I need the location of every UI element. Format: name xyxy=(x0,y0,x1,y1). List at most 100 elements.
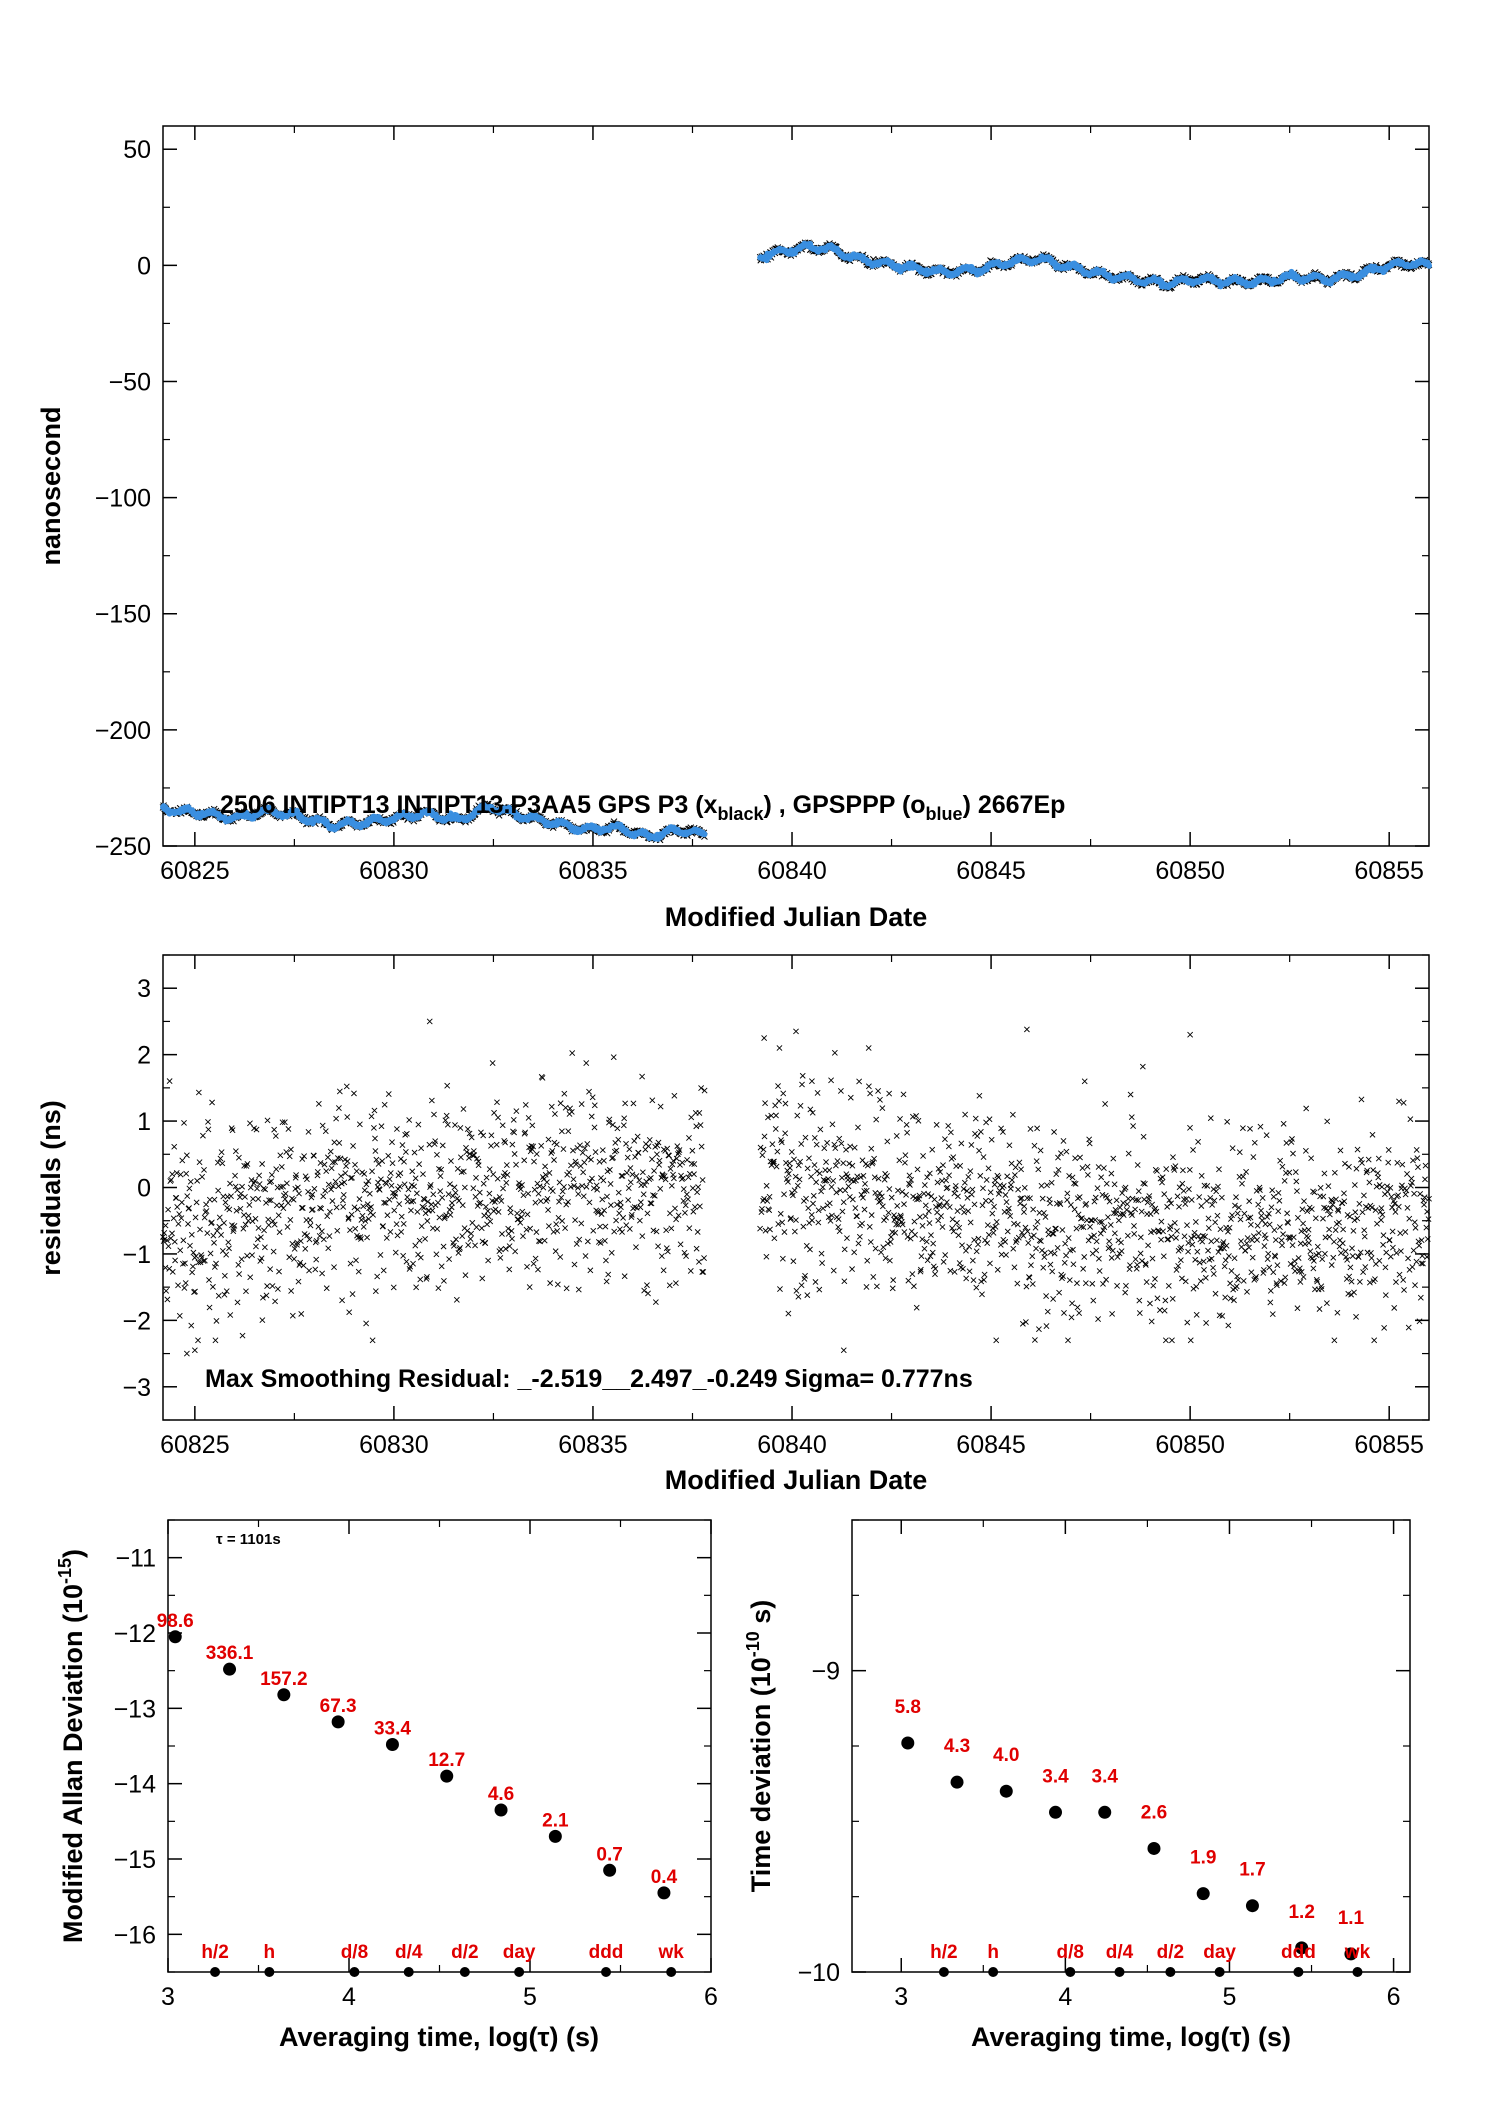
residual-point xyxy=(434,1151,440,1158)
residual-point xyxy=(673,1155,680,1162)
residual-point xyxy=(495,1114,501,1121)
residual-point xyxy=(692,1204,698,1210)
residual-point xyxy=(372,1288,379,1295)
residual-point xyxy=(437,1173,444,1179)
residual-point xyxy=(209,1283,216,1290)
residual-point xyxy=(377,1176,384,1183)
residual-point xyxy=(468,1230,475,1237)
residual-point xyxy=(236,1271,243,1277)
residual-point xyxy=(181,1119,187,1126)
residual-point xyxy=(620,1214,627,1221)
residual-point xyxy=(234,1299,241,1306)
residual-point xyxy=(276,1229,283,1236)
residual-point xyxy=(666,1282,673,1289)
residual-point xyxy=(502,1245,509,1252)
residual-point xyxy=(588,1156,594,1163)
residual-point xyxy=(223,1251,230,1258)
residual-point xyxy=(259,1161,266,1167)
residual-point xyxy=(184,1193,191,1200)
residual-point xyxy=(235,1261,242,1268)
residual-point xyxy=(570,1147,576,1154)
residual-point xyxy=(319,1122,326,1129)
residual-point xyxy=(393,1126,400,1132)
residual-point xyxy=(586,1088,592,1095)
residual-point xyxy=(485,1213,492,1220)
residual-point xyxy=(398,1213,405,1220)
residual-point xyxy=(476,1189,483,1196)
residual-point xyxy=(420,1171,426,1178)
residual-point xyxy=(289,1312,296,1319)
residual-point xyxy=(245,1212,252,1219)
residual-point xyxy=(188,1231,195,1238)
residual-point xyxy=(413,1284,420,1291)
residual-point xyxy=(682,1209,688,1216)
residuals-xtick-label: 60845 xyxy=(956,1431,1026,1459)
residual-point xyxy=(438,1263,445,1270)
residual-point xyxy=(169,1171,176,1178)
residual-point xyxy=(655,1243,661,1250)
residual-point xyxy=(607,1202,614,1209)
residual-point xyxy=(554,1228,561,1234)
residual-point xyxy=(651,1167,658,1174)
residual-point xyxy=(657,1103,664,1110)
residual-point xyxy=(693,1123,700,1130)
residual-point xyxy=(301,1153,308,1160)
residual-point xyxy=(542,1163,549,1170)
residual-point xyxy=(244,1252,251,1259)
residual-point xyxy=(525,1190,532,1197)
residual-point xyxy=(316,1233,323,1239)
residual-point xyxy=(459,1233,466,1239)
residual-point xyxy=(192,1214,199,1221)
offset-ytick-label: −150 xyxy=(95,601,151,629)
residual-point xyxy=(175,1220,182,1227)
residuals-xtick-label: 60840 xyxy=(757,1431,827,1459)
offset-xtick-label: 60855 xyxy=(1354,857,1424,885)
residual-point xyxy=(400,1220,407,1227)
residual-point xyxy=(757,1144,764,1151)
residuals-ytick-label: 3 xyxy=(137,975,151,1003)
residual-point xyxy=(183,1170,190,1177)
annotation-tail: ) 2667Ep xyxy=(963,791,1066,819)
residual-point xyxy=(339,1297,346,1304)
residuals-ytick-label: −2 xyxy=(122,1307,151,1335)
residual-point xyxy=(695,1184,702,1190)
residual-point xyxy=(670,1175,677,1182)
residual-point xyxy=(506,1266,513,1273)
residual-point xyxy=(406,1117,413,1123)
residual-point xyxy=(523,1226,530,1233)
residual-point xyxy=(207,1250,214,1257)
residual-point xyxy=(216,1214,223,1221)
residual-point xyxy=(688,1114,695,1121)
residual-point xyxy=(187,1242,193,1249)
residual-point xyxy=(268,1171,275,1178)
residual-point xyxy=(291,1255,298,1262)
residual-point xyxy=(193,1253,199,1260)
residual-point xyxy=(387,1228,394,1235)
residual-point xyxy=(602,1223,609,1230)
residual-point xyxy=(240,1212,247,1218)
residual-point xyxy=(448,1158,454,1164)
annotation-main: 2506 INTIPT13 INTIPT13.P3AA5 GPS P3 (x xyxy=(220,791,718,819)
residual-point xyxy=(685,1196,691,1203)
residual-point xyxy=(162,1222,169,1229)
residual-point xyxy=(453,1236,459,1243)
residual-point xyxy=(299,1205,306,1211)
residual-point xyxy=(601,1207,608,1214)
residual-point xyxy=(639,1233,646,1240)
offset-ytick-label: −50 xyxy=(109,368,151,396)
residual-point xyxy=(557,1100,564,1107)
residual-point xyxy=(222,1199,229,1206)
residual-point xyxy=(666,1152,672,1159)
residual-point xyxy=(645,1143,652,1150)
residual-point xyxy=(183,1152,190,1159)
residual-point xyxy=(232,1172,238,1179)
residual-point xyxy=(626,1146,633,1153)
residual-point xyxy=(435,1285,442,1292)
residual-point xyxy=(557,1254,564,1260)
residual-point xyxy=(777,1286,783,1292)
residual-point xyxy=(307,1217,314,1223)
residual-point xyxy=(589,1094,596,1101)
residual-point xyxy=(336,1088,343,1095)
residual-point xyxy=(415,1121,422,1128)
residual-point xyxy=(227,1180,233,1187)
